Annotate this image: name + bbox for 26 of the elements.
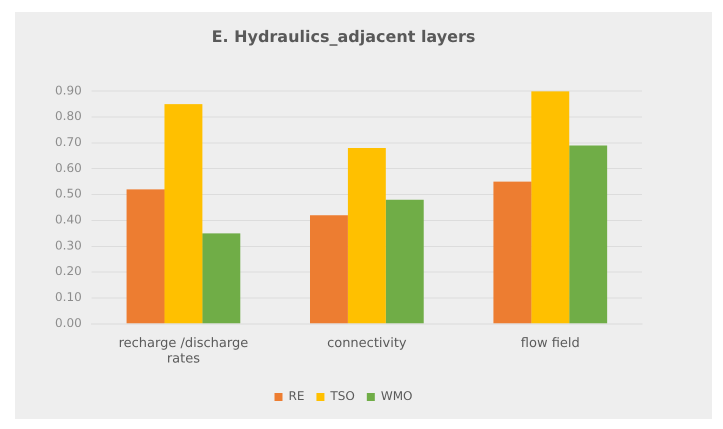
- y-tick-label: 0.30: [55, 238, 82, 252]
- bar: [202, 233, 240, 324]
- x-tick-label: recharge /discharge rates: [118, 336, 248, 367]
- y-tick-label: 0.60: [55, 160, 82, 175]
- y-tick-label: 0.90: [55, 83, 82, 98]
- x-tick-label: flow field: [520, 336, 580, 351]
- bar: [310, 215, 348, 324]
- y-tick-label: 0.10: [55, 290, 82, 304]
- bar: [493, 182, 532, 324]
- bar: [386, 200, 424, 324]
- legend-label: RE: [288, 389, 304, 404]
- bar: [164, 104, 202, 324]
- y-tick-label: 0.40: [55, 212, 82, 227]
- bar: [531, 91, 570, 324]
- bar: [348, 148, 386, 324]
- y-tick-label: 0.00: [55, 316, 82, 330]
- legend-label: WMO: [380, 389, 412, 404]
- legend-label: TSO: [329, 389, 355, 404]
- chart-title: E. Hydraulics_adjacent layers: [212, 26, 476, 46]
- bar: [126, 189, 164, 324]
- y-tick-label: 0.80: [55, 109, 82, 124]
- bar: [569, 145, 608, 324]
- y-tick-label: 0.20: [55, 264, 82, 278]
- y-tick-label: 0.70: [55, 135, 82, 150]
- y-tick-label: 0.50: [55, 186, 82, 201]
- x-tick-label: connectivity: [327, 336, 407, 351]
